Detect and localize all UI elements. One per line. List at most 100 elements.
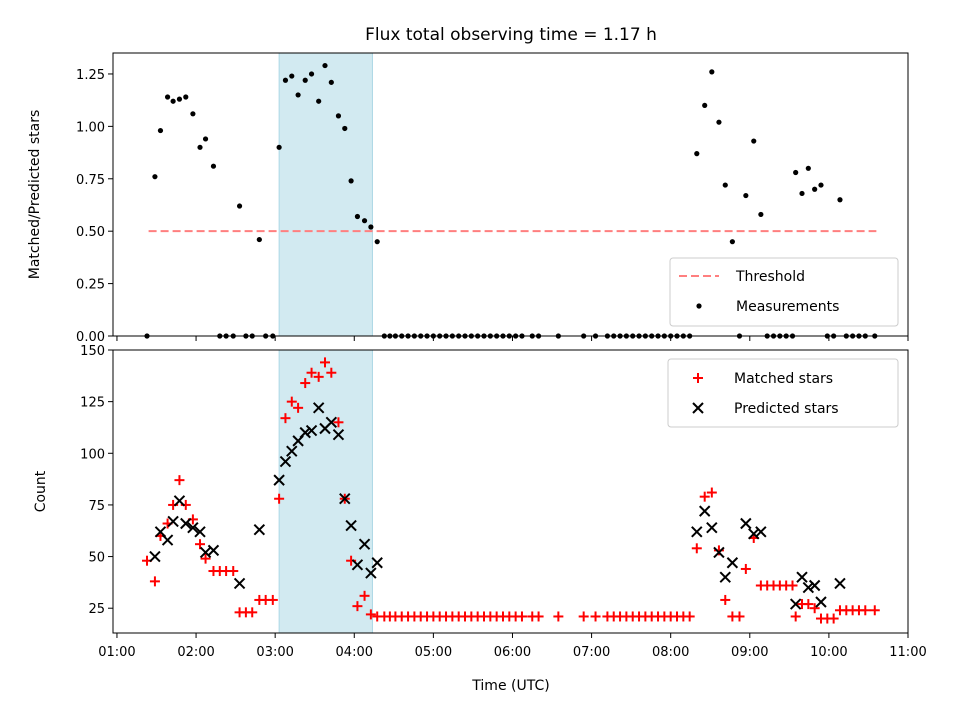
cross-stroke	[371, 557, 383, 569]
measurement-point	[152, 174, 158, 180]
predicted-point	[207, 544, 220, 557]
predicted-point	[233, 577, 246, 590]
matched-point	[286, 396, 297, 407]
bottom-x-tick-label: 03:00	[256, 645, 293, 660]
bottom-x-tick-label: 04:00	[336, 645, 373, 660]
measurement-point	[176, 96, 183, 102]
measurement-point	[348, 178, 354, 184]
x-axis-label: Time (UTC)	[471, 678, 549, 694]
cross-stroke	[358, 538, 371, 550]
cross-stroke	[233, 577, 246, 590]
predicted-point	[365, 567, 377, 579]
cross-stroke	[279, 455, 292, 468]
measurement-point	[183, 94, 189, 100]
matched-point	[247, 607, 258, 618]
bottom-y-tick-label: 125	[80, 396, 105, 411]
chart-title: Flux total observing time = 1.17 h	[365, 25, 657, 45]
predicted-point	[339, 493, 351, 505]
predicted-point	[834, 577, 846, 590]
predicted-point	[167, 515, 179, 528]
bottom-y-tick-label: 100	[80, 447, 105, 462]
bottom-y-tick-label: 50	[88, 551, 105, 566]
measurement-point	[190, 111, 196, 117]
predicted-point	[312, 402, 325, 414]
predicted-point	[371, 557, 383, 569]
measurement-point	[335, 113, 342, 119]
measurement-point	[793, 169, 799, 176]
legend-matched-swatch	[693, 373, 703, 383]
measurement-point	[702, 102, 708, 109]
predicted-point	[351, 559, 364, 571]
predicted-point	[719, 571, 731, 583]
measurement-point	[316, 98, 322, 104]
measurement-point	[374, 239, 380, 245]
cross-stroke	[180, 517, 192, 530]
matched-point	[787, 580, 798, 591]
matched-point	[860, 605, 871, 616]
bottom-shaded-region	[278, 349, 373, 634]
predicted-point	[305, 424, 318, 437]
measurement-point	[722, 182, 728, 188]
cross-stroke	[802, 581, 815, 594]
matched-point	[684, 611, 695, 622]
measurement-point	[170, 98, 176, 104]
measurement-point	[354, 213, 361, 220]
cross-stroke	[755, 526, 767, 538]
predicted-point	[691, 526, 703, 538]
measurement-point	[805, 165, 811, 171]
bottom-x-tick-label: 06:00	[494, 645, 531, 660]
cross-stroke	[154, 526, 167, 538]
cross-stroke	[149, 550, 161, 563]
cross-stroke	[691, 526, 703, 538]
cross-stroke	[740, 517, 752, 530]
measurement-point	[342, 125, 348, 132]
predicted-point	[698, 505, 711, 517]
top-y-tick-label: 0.50	[76, 225, 105, 240]
measurement-point	[210, 163, 217, 169]
predicted-point	[802, 581, 815, 594]
bottom-x-ticks: 01:00 02:00 03:00 04:00 05:00 06:00 07:00 08:00…	[98, 633, 927, 660]
predicted-point	[279, 455, 292, 468]
matched-point	[149, 576, 160, 587]
bottom-legend-box	[667, 358, 899, 428]
measurement-point	[361, 218, 368, 224]
matched-point	[313, 371, 324, 382]
predicted-point	[286, 445, 298, 457]
cross-stroke	[796, 571, 808, 583]
predicted-point	[149, 550, 161, 563]
cross-stroke	[187, 521, 199, 534]
matched-point	[320, 357, 330, 368]
bottom-y-tick-label: 150	[80, 344, 105, 359]
matched-point	[359, 590, 370, 601]
cross-stroke	[692, 402, 704, 414]
matched-point	[274, 493, 285, 504]
bottom-x-tick-label: 07:00	[573, 645, 610, 660]
matched-points	[142, 357, 880, 624]
matched-point	[699, 491, 710, 502]
bottom-x-tick-label: 02:00	[177, 645, 214, 660]
matched-point	[553, 611, 564, 622]
matched-point	[306, 367, 317, 378]
measurement-point	[818, 182, 824, 188]
bottom-y-axis-label: Count	[33, 470, 49, 512]
cross-stroke	[173, 495, 186, 507]
predicted-point	[161, 534, 174, 546]
matched-point	[691, 543, 702, 554]
matched-point	[706, 487, 717, 498]
cross-stroke	[719, 571, 731, 583]
measurement-point	[751, 138, 757, 144]
measurement-point	[322, 62, 328, 69]
measurement-point	[368, 224, 374, 230]
top-panel: 0.00 0.25 0.50 0.75 1.00 1.25 Matched/Predict…	[27, 52, 909, 345]
measurement-point	[799, 190, 805, 197]
legend-predicted-marker	[692, 402, 704, 414]
predicted-point	[815, 596, 827, 608]
measurement-point	[716, 119, 722, 125]
predicted-point	[713, 546, 725, 559]
predicted-point	[194, 526, 206, 538]
matched-point	[352, 601, 363, 612]
predicted-point	[173, 495, 186, 507]
cross-stroke	[815, 596, 827, 608]
legend-predicted-label: Predicted stars	[734, 401, 839, 417]
bottom-axes-frame	[112, 349, 909, 634]
